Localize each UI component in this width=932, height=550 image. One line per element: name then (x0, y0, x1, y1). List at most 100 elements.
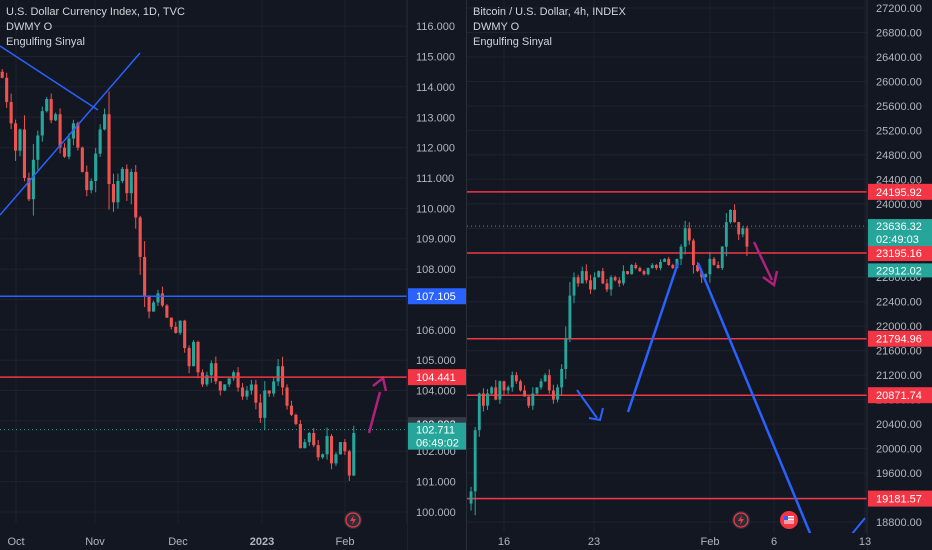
time-axis-background[interactable] (467, 533, 867, 550)
level-price-tag[interactable] (868, 490, 932, 507)
price-tick-label: 20000.00 (876, 444, 922, 456)
down-arrow-icon (752, 241, 774, 281)
candle-body (98, 129, 102, 154)
candle-body (143, 256, 147, 297)
candle-body (183, 320, 187, 349)
price-tick-label: 26800.00 (876, 28, 922, 40)
candle-body (89, 181, 93, 191)
candle-body (160, 293, 164, 306)
candle-body (294, 414, 298, 424)
current-price-tag[interactable] (868, 219, 932, 234)
current-price-label: 102.711 (416, 425, 455, 437)
candle-body (36, 135, 40, 160)
level-price-tag[interactable] (868, 183, 932, 200)
candle-body (724, 222, 728, 247)
down-arrow-left-head-icon (588, 407, 604, 422)
candle-body (289, 405, 294, 415)
candle-body (111, 184, 116, 203)
candle-body (691, 240, 695, 265)
current-price-tag[interactable] (408, 422, 466, 437)
candle-body (720, 246, 724, 269)
time-axis[interactable]: 16 23 Feb 6 13 (467, 533, 871, 550)
candle-body (687, 228, 691, 241)
drawings[interactable] (576, 241, 866, 550)
impulse-line-up[interactable] (626, 262, 680, 413)
indicator-dwmy[interactable]: DWMY O (6, 21, 53, 33)
candle-body (477, 393, 481, 431)
candle-body (494, 387, 498, 400)
price-tick-label: 108.000 (416, 264, 456, 276)
price-axis[interactable]: 116.000 115.000 114.000 113.000 112.000 111.0… (406, 0, 466, 550)
candle-body (338, 442, 342, 455)
price-level-lines[interactable] (467, 191, 867, 500)
dxy-chart[interactable]: 116.000 115.000 114.000 113.000 112.000 111.0… (0, 0, 466, 550)
current-price-tag[interactable] (408, 435, 466, 450)
drawings[interactable] (0, 45, 388, 434)
dxy-chart-pane[interactable]: 116.000 115.000 114.000 113.000 112.000 111.0… (0, 0, 466, 550)
trend-line-rising[interactable] (0, 52, 141, 216)
grid (467, 0, 867, 533)
price-axis[interactable]: 27200.00 26800.00 26400.00 26000.00 25600.00… (866, 0, 932, 550)
price-tick-label: 109.000 (416, 234, 456, 246)
level-price-tag[interactable] (408, 369, 466, 386)
trend-line-falling[interactable] (0, 45, 99, 111)
candle-body (67, 138, 71, 157)
level-price-label: 107.105 (416, 291, 456, 303)
candle-body (156, 293, 160, 303)
candle-body (325, 436, 329, 455)
level-price-label: 21794.96 (876, 334, 922, 346)
price-levels[interactable] (0, 295, 407, 378)
impulse-line-down[interactable] (696, 262, 819, 550)
price-tick-label: 27200.00 (876, 3, 922, 15)
level-price-label: 19181.57 (876, 494, 922, 506)
current-price-tag[interactable] (868, 232, 932, 247)
price-axis-background[interactable] (407, 0, 466, 550)
price-tick-label: 20400.00 (876, 419, 922, 431)
candle-body (634, 265, 638, 269)
grid (0, 0, 407, 523)
pane-divider[interactable] (466, 0, 467, 550)
candle-body (621, 271, 625, 284)
indicator-engulfing[interactable]: Engulfing Sinyal (473, 36, 552, 48)
current-price-label: 06:49:02 (416, 438, 459, 450)
time-axis-background[interactable] (0, 523, 407, 550)
candle-body (667, 258, 671, 265)
lightning-icon[interactable] (732, 511, 750, 529)
level-price-tag[interactable] (408, 288, 466, 305)
level-price-tag[interactable] (868, 245, 932, 262)
lightning-icon[interactable] (344, 511, 362, 529)
level-price-label: 20871.74 (876, 390, 922, 402)
indicator-dwmy[interactable]: DWMY O (473, 21, 520, 33)
candle-body (40, 111, 44, 136)
level-price-label: 23195.16 (876, 248, 922, 260)
current-price-tag[interactable] (868, 263, 932, 278)
candle-body (129, 171, 133, 194)
indicator-engulfing[interactable]: Engulfing Sinyal (6, 36, 85, 48)
candle-body (169, 317, 173, 327)
candle-body (9, 102, 13, 124)
candle-body (267, 390, 271, 394)
candle-body (285, 387, 289, 406)
time-axis[interactable]: Oct Nov Dec 2023 Feb (0, 523, 407, 550)
candle-body (572, 277, 576, 296)
price-tick-label: 21600.00 (876, 346, 922, 358)
candle-body (343, 442, 347, 452)
candle-body (138, 217, 142, 257)
candle-body (94, 153, 98, 182)
time-tick-label: Oct (7, 536, 24, 548)
btc-chart-pane[interactable]: 27200.00 26800.00 26400.00 26000.00 25600.00… (467, 0, 932, 550)
candle-body (626, 271, 629, 275)
btc-chart[interactable]: 27200.00 26800.00 26400.00 26000.00 25600.00… (467, 0, 932, 550)
economic-event-flag-icon[interactable] (780, 511, 798, 529)
candle-body (298, 423, 302, 449)
candle-body (506, 387, 510, 391)
level-price-tag[interactable] (868, 387, 932, 404)
time-tick-label: Dec (168, 536, 188, 548)
candle-body (174, 326, 178, 333)
level-price-tag[interactable] (868, 330, 932, 347)
candle-body (125, 168, 129, 194)
candle-body (617, 280, 621, 284)
candle-body (272, 381, 276, 394)
price-tick-label: 114.000 (416, 82, 455, 94)
time-tick-label: 16 (498, 536, 510, 548)
